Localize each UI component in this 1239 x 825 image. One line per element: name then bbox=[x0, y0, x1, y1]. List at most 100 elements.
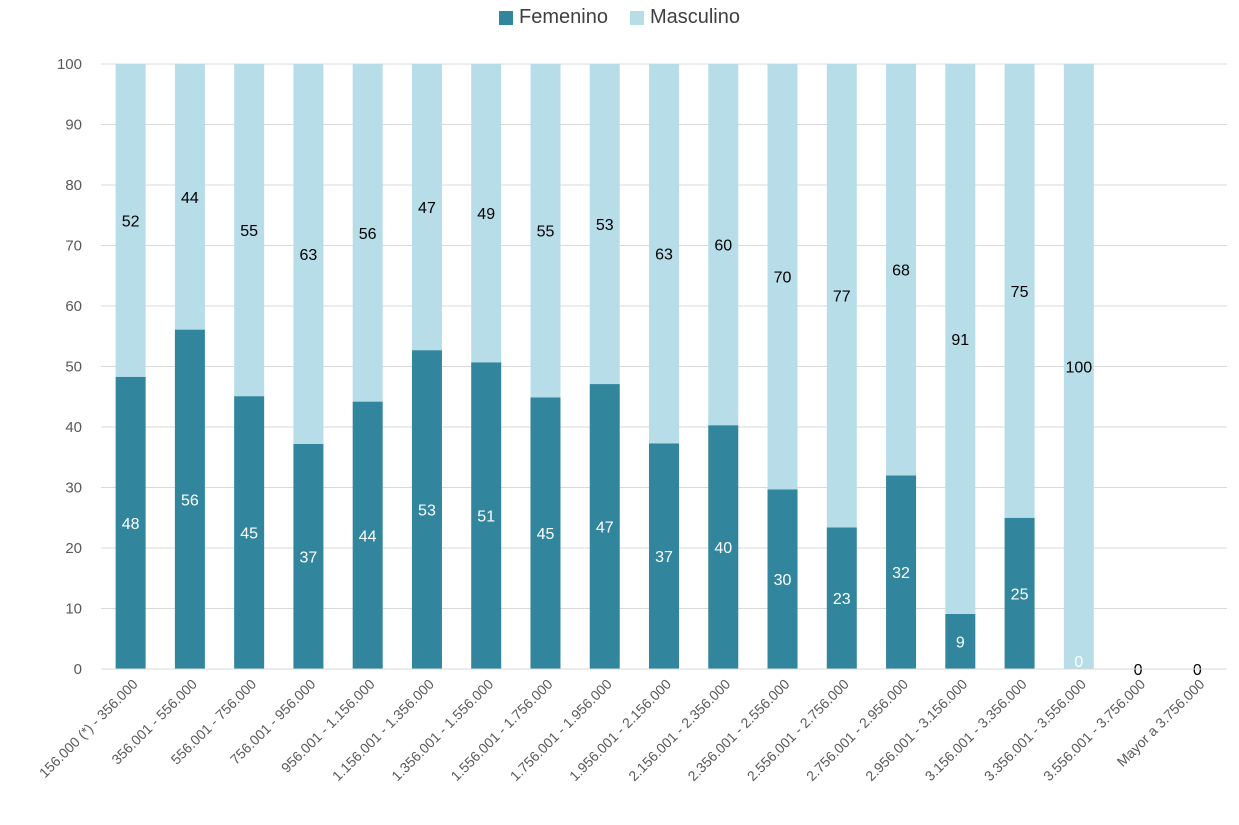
bar-masculino bbox=[589, 64, 620, 385]
bar-masculino bbox=[767, 64, 798, 490]
data-label-femenino: 44 bbox=[359, 528, 377, 545]
bar-femenino bbox=[234, 396, 265, 669]
data-label-masculino: 77 bbox=[833, 289, 851, 306]
data-label-masculino: 52 bbox=[122, 213, 140, 230]
bar-masculino bbox=[826, 64, 857, 528]
data-label-masculino: 0 bbox=[1193, 662, 1202, 679]
x-tick-label: 3.356.001 - 3.556.000 bbox=[981, 676, 1089, 784]
x-tick-label: 3.156.001 - 3.356.000 bbox=[922, 676, 1030, 784]
x-tick-label: 1.356.001 - 1.556.000 bbox=[388, 676, 496, 784]
bar-femenino bbox=[708, 425, 739, 669]
y-tick-label: 90 bbox=[65, 117, 82, 134]
bar-masculino bbox=[708, 64, 739, 426]
bar-masculino bbox=[471, 64, 502, 363]
bar-femenino bbox=[352, 401, 383, 669]
legend-label-femenino: Femenino bbox=[519, 6, 608, 28]
bar-femenino bbox=[589, 384, 620, 669]
bar-femenino bbox=[826, 527, 857, 669]
bar-masculino bbox=[293, 64, 324, 444]
bar-femenino bbox=[293, 443, 324, 669]
legend-item-masculino: Masculino bbox=[629, 6, 740, 29]
x-tick-label: 2.956.001 - 3.156.000 bbox=[862, 676, 970, 784]
data-label-masculino: 44 bbox=[181, 190, 199, 207]
bar-femenino bbox=[945, 613, 976, 669]
x-tick-label: 156.000 (*) - 356.000 bbox=[36, 676, 141, 781]
y-tick-label: 30 bbox=[65, 480, 82, 497]
x-tick-label: 1.556.001 - 1.756.000 bbox=[447, 676, 555, 784]
x-tick-label: 2.556.001 - 2.756.000 bbox=[744, 676, 852, 784]
y-tick-label: 80 bbox=[65, 177, 82, 194]
x-tick-label: 2.756.001 - 2.956.000 bbox=[803, 676, 911, 784]
y-tick-label: 100 bbox=[57, 56, 82, 73]
bar-masculino bbox=[115, 64, 146, 377]
data-label-masculino: 100 bbox=[1065, 360, 1092, 377]
y-tick-label: 10 bbox=[65, 601, 82, 618]
data-label-masculino: 60 bbox=[714, 238, 732, 255]
bar-femenino bbox=[174, 329, 205, 669]
data-label-masculino: 91 bbox=[951, 332, 969, 349]
x-tick-label: 2.356.001 - 2.556.000 bbox=[684, 676, 792, 784]
y-tick-label: 50 bbox=[65, 359, 82, 376]
bar-masculino bbox=[945, 64, 976, 614]
bar-femenino bbox=[767, 489, 798, 669]
data-label-masculino: 47 bbox=[418, 200, 436, 217]
data-label-masculino: 68 bbox=[892, 263, 910, 280]
y-tick-label: 70 bbox=[65, 238, 82, 255]
data-label-femenino: 37 bbox=[300, 549, 318, 566]
data-label-masculino: 75 bbox=[1011, 284, 1029, 301]
bar-femenino bbox=[530, 397, 561, 669]
bar-femenino bbox=[649, 443, 679, 669]
x-tick-label: 1.156.001 - 1.356.000 bbox=[329, 676, 437, 784]
y-tick-label: 40 bbox=[65, 419, 82, 436]
data-label-masculino: 53 bbox=[596, 217, 614, 234]
data-label-masculino: 70 bbox=[774, 270, 792, 287]
bar-masculino bbox=[1063, 64, 1094, 669]
bar-masculino bbox=[1004, 64, 1035, 518]
data-label-femenino: 45 bbox=[537, 526, 555, 543]
data-label-masculino: 0 bbox=[1134, 662, 1143, 679]
data-label-masculino: 56 bbox=[359, 226, 377, 243]
y-tick-label: 20 bbox=[65, 540, 82, 557]
legend-item-femenino: Femenino bbox=[499, 6, 608, 29]
legend-swatch-femenino bbox=[499, 10, 513, 25]
data-label-femenino: 56 bbox=[181, 492, 199, 509]
x-tick-label: 1.956.001 - 2.156.000 bbox=[566, 676, 674, 784]
data-label-femenino: 9 bbox=[956, 634, 965, 651]
bar-masculino bbox=[411, 64, 442, 351]
legend: Femenino Masculino bbox=[0, 6, 1239, 29]
legend-swatch-masculino bbox=[629, 10, 644, 25]
data-label-femenino: 25 bbox=[1011, 586, 1029, 603]
bar-femenino bbox=[886, 475, 917, 669]
data-label-masculino: 63 bbox=[655, 247, 673, 264]
data-label-femenino: 23 bbox=[833, 591, 851, 608]
data-label-femenino: 0 bbox=[1074, 654, 1083, 671]
legend-label-masculino: Masculino bbox=[649, 6, 740, 28]
data-label-femenino: 51 bbox=[477, 509, 495, 526]
y-tick-label: 60 bbox=[65, 298, 82, 315]
data-label-femenino: 48 bbox=[122, 516, 140, 533]
y-tick-label: 0 bbox=[74, 661, 82, 678]
data-label-femenino: 37 bbox=[655, 549, 673, 566]
bar-femenino bbox=[411, 350, 442, 669]
bar-masculino bbox=[649, 64, 679, 444]
x-tick-label: 1.756.001 - 1.956.000 bbox=[507, 676, 615, 784]
bar-masculino bbox=[174, 64, 205, 330]
data-label-femenino: 53 bbox=[418, 503, 436, 520]
x-tick-label: 3.556.001 - 3.756.000 bbox=[1040, 676, 1148, 784]
data-label-femenino: 45 bbox=[240, 526, 258, 543]
bar-femenino bbox=[1004, 517, 1035, 669]
bar-femenino bbox=[471, 362, 502, 669]
data-label-femenino: 47 bbox=[596, 520, 614, 537]
data-label-masculino: 49 bbox=[477, 206, 495, 223]
data-label-masculino: 55 bbox=[537, 224, 555, 241]
data-label-femenino: 40 bbox=[714, 540, 732, 557]
data-label-femenino: 32 bbox=[892, 565, 910, 582]
bar-masculino bbox=[234, 64, 265, 397]
bar-masculino bbox=[352, 64, 383, 402]
bar-femenino bbox=[115, 376, 146, 669]
data-label-masculino: 55 bbox=[240, 223, 258, 240]
x-tick-label: 2.156.001 - 2.356.000 bbox=[625, 676, 733, 784]
data-label-masculino: 63 bbox=[300, 247, 318, 264]
